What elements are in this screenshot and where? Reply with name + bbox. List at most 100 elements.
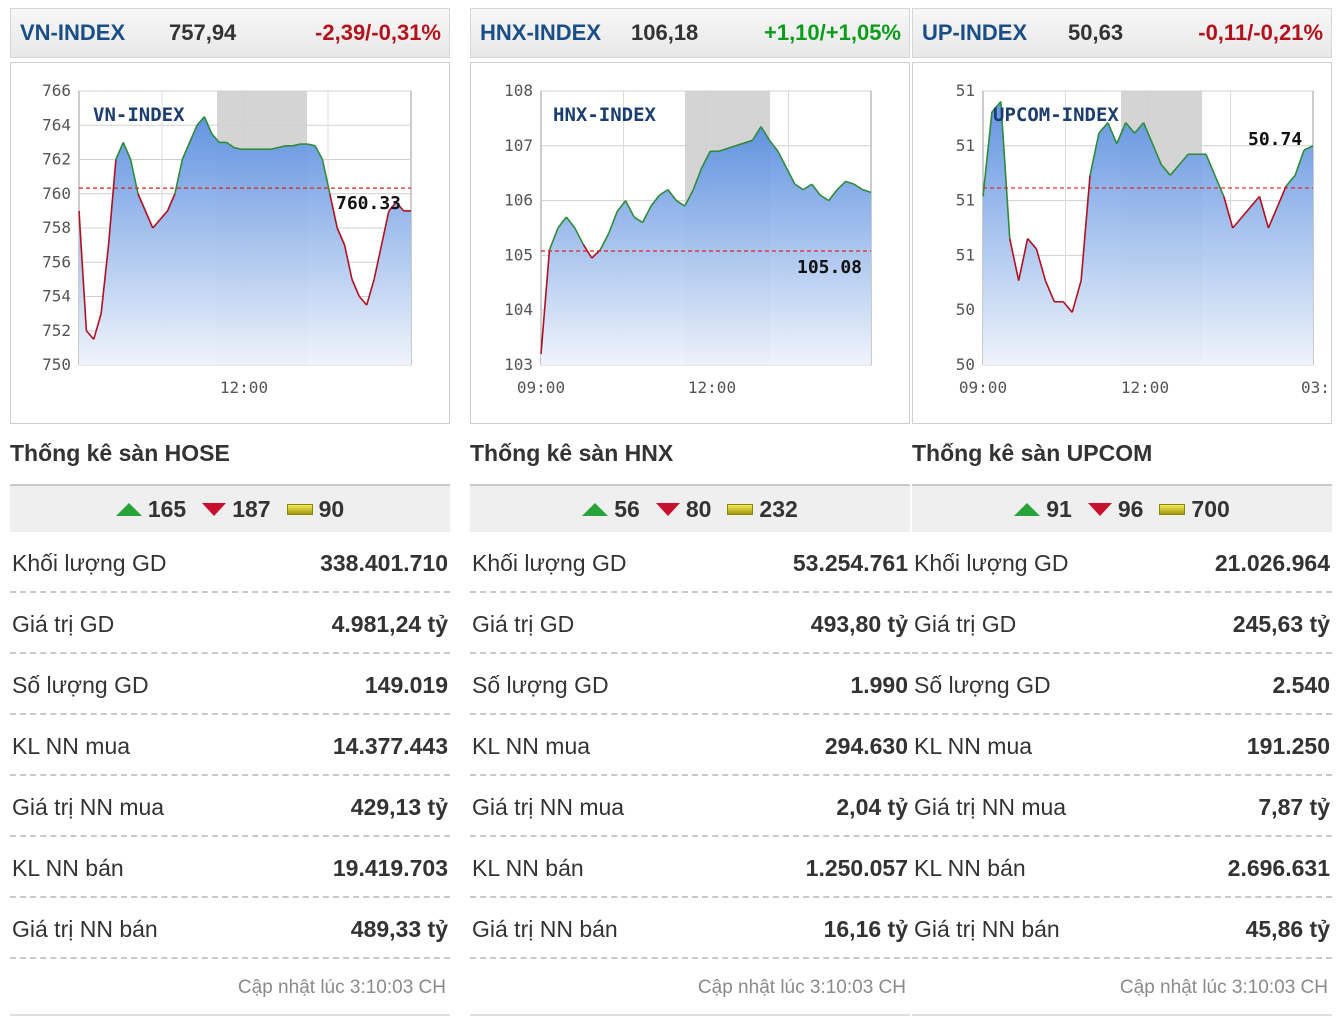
advance-decline-bar: 91 96 700 — [912, 484, 1332, 532]
updated-time: Cập nhật lúc 3:10:03 CH — [697, 977, 906, 998]
reference-label: 105.08 — [797, 257, 862, 278]
series-line-segment — [78, 210, 88, 331]
unchanged-count: 232 — [759, 495, 798, 522]
series-line-segment — [667, 189, 678, 202]
series-line-segment — [100, 245, 110, 314]
series-line-segment — [203, 116, 213, 135]
series-line-segment — [1089, 132, 1100, 176]
index-name[interactable]: UP-INDEX — [922, 20, 1028, 45]
series-line-segment — [307, 143, 316, 147]
series-line-segment — [1071, 280, 1082, 313]
x-tick-label: 12:00 — [220, 378, 268, 397]
stat-row: Giá trị NN bán 489,33 tỷ — [10, 898, 450, 959]
y-tick-label: 750 — [42, 355, 71, 374]
y-tick-label: 752 — [42, 321, 71, 340]
series-line-segment — [853, 183, 863, 191]
down-arrow-icon — [202, 502, 227, 516]
series-line-segment — [92, 313, 102, 340]
stat-label: KL NN bán — [914, 855, 1026, 881]
series-line-segment — [1160, 164, 1171, 176]
series-line-segment — [395, 201, 405, 212]
down-arrow-icon — [655, 502, 680, 516]
x-tick-label: 03: — [1301, 378, 1330, 397]
panel-hnx: HNX-INDEX 106,18 +1,10/+1,05% 108 107 106 1… — [470, 0, 910, 1018]
index-header[interactable]: HNX-INDEX 106,18 +1,10/+1,05% — [470, 8, 910, 58]
index-chart[interactable]: 51 51 51 51 50 50 50.74 UPCOM-INDEX 09:00 12:00 03… — [912, 62, 1332, 424]
stat-row: Giá trị NN mua 2,04 tỷ — [470, 776, 910, 837]
series-line-segment — [540, 249, 551, 355]
index-name[interactable]: HNX-INDEX — [480, 20, 602, 45]
unchanged-icon — [286, 503, 313, 515]
declines: 80 — [655, 495, 712, 523]
series-line-segment — [743, 139, 753, 144]
series-line-segment — [1294, 149, 1305, 176]
advance-decline-bar: 165 187 90 — [10, 484, 450, 532]
series-line-segment — [314, 145, 324, 160]
advances: 91 — [1014, 496, 1072, 523]
advances-count: 56 — [614, 495, 640, 522]
y-tick-label: 762 — [42, 150, 71, 169]
stat-value: 53.254.761 — [792, 550, 908, 576]
series-line-segment — [1214, 174, 1225, 197]
unchanged-icon — [727, 503, 754, 515]
x-tick-label: 12:00 — [1121, 378, 1169, 397]
declines-count: 80 — [685, 495, 712, 522]
y-tick-label: 108 — [504, 81, 533, 100]
index-chart[interactable]: 108 107 106 105 104 103 105.08 HNX-INDEX 09:00 12… — [470, 62, 910, 424]
series-line-segment — [1026, 238, 1038, 250]
declines: 96 — [1087, 496, 1143, 523]
series-line-segment — [351, 279, 361, 297]
series-line-segment — [365, 279, 375, 306]
index-chart[interactable]: 766 764 762 760 758 756 754 752 750 760.33 VN-INDE… — [10, 62, 450, 424]
series-line-segment — [616, 200, 627, 213]
series-line-segment — [1267, 206, 1279, 229]
series-line-segment — [624, 200, 635, 218]
panel-hose: VN-INDEX 757,94 -2,39/-0,31% 766 764 762 76… — [10, 0, 450, 1018]
stat-label: KL NN bán — [12, 855, 124, 881]
stat-value: 191.250 — [1246, 733, 1330, 759]
advance-decline-bar: 56 80 232 — [470, 484, 910, 532]
stat-label: Khối lượng GD — [472, 550, 627, 576]
series-line-segment — [1125, 122, 1136, 134]
index-header[interactable]: UP-INDEX 50,63 -0,11/-0,21% — [912, 8, 1332, 58]
stat-label: Giá trị GD — [472, 611, 575, 637]
stat-label: Số lượng GD — [12, 672, 149, 698]
series-line-segment — [692, 167, 703, 190]
stat-value: 16,16 tỷ — [823, 916, 908, 942]
stat-row: KL NN mua 191.250 — [912, 715, 1332, 776]
y-tick-label: 51 — [956, 245, 975, 264]
series-line-segment — [819, 194, 830, 202]
series-line-segment — [794, 183, 804, 191]
index-name[interactable]: VN-INDEX — [20, 20, 126, 45]
stat-row: Giá trị NN mua 429,13 tỷ — [10, 776, 450, 837]
chart-watermark: VN-INDEX — [93, 104, 185, 126]
chart-watermark: HNX-INDEX — [553, 104, 657, 126]
index-value: 106,18 — [631, 20, 699, 45]
series-line-segment — [684, 189, 695, 207]
index-header[interactable]: VN-INDEX 757,94 -2,39/-0,31% — [10, 8, 450, 58]
up-arrow-icon — [1014, 502, 1041, 516]
series-line-segment — [144, 210, 154, 229]
series-line-segment — [1008, 238, 1020, 281]
stat-row: Số lượng GD 149.019 — [10, 654, 450, 715]
series-line-segment — [582, 244, 593, 259]
series-line-segment — [122, 142, 132, 160]
declines-count: 187 — [232, 495, 271, 522]
panel-upcom: UP-INDEX 50,63 -0,11/-0,21% 51 51 51 51 50 50… — [912, 0, 1332, 1018]
stat-label: Giá trị NN mua — [12, 794, 165, 820]
series-line-segment — [701, 150, 711, 169]
up-arrow-icon — [115, 502, 142, 516]
series-line-segment — [607, 211, 618, 234]
series-line-segment — [336, 227, 346, 246]
chart-svg: 51 51 51 51 50 50 50.74 UPCOM-INDEX 09:00 12:00 03… — [956, 81, 1330, 397]
series-line-segment — [991, 101, 1002, 113]
updated-time: Cập nhật lúc 3:10:03 CH — [1119, 977, 1328, 998]
index-change: -0,11/-0,21% — [1198, 20, 1323, 45]
series-line-segment — [1080, 175, 1091, 281]
stat-value: 19.419.703 — [332, 855, 448, 881]
x-tick-label: 09:00 — [517, 378, 565, 397]
stat-row: Số lượng GD 2.540 — [912, 654, 1332, 715]
stat-row: Giá trị GD 493,80 tỷ — [470, 593, 910, 654]
series-line-segment — [735, 142, 745, 147]
y-tick-label: 51 — [956, 81, 975, 100]
